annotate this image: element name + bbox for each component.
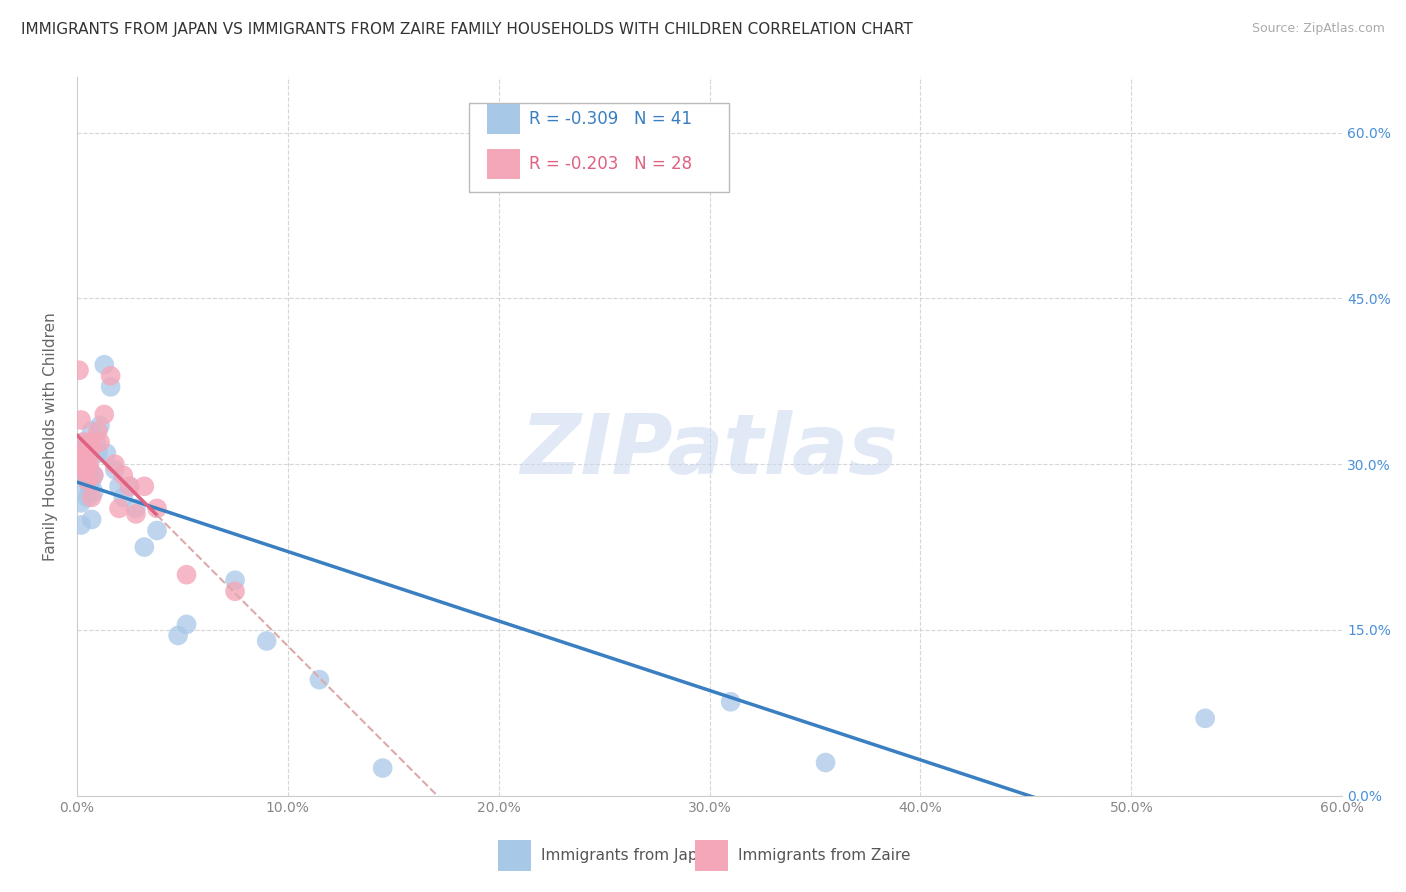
Point <box>814 756 837 770</box>
Point <box>67 363 90 377</box>
Point <box>72 435 94 450</box>
Text: Source: ZipAtlas.com: Source: ZipAtlas.com <box>1251 22 1385 36</box>
Text: Immigrants from Japan: Immigrants from Japan <box>541 848 717 863</box>
Point <box>224 584 246 599</box>
Point <box>125 501 148 516</box>
Point <box>112 468 135 483</box>
Point <box>87 446 110 460</box>
Point <box>167 628 190 642</box>
Point <box>308 673 330 687</box>
FancyBboxPatch shape <box>486 104 520 134</box>
Point <box>70 518 93 533</box>
Point <box>108 479 131 493</box>
Point <box>104 463 127 477</box>
Point <box>93 358 115 372</box>
Point <box>720 695 742 709</box>
Point <box>84 435 107 450</box>
Text: Immigrants from Zaire: Immigrants from Zaire <box>738 848 911 863</box>
Y-axis label: Family Households with Children: Family Households with Children <box>44 312 58 561</box>
Point <box>104 457 127 471</box>
Point <box>100 368 122 383</box>
Point <box>125 507 148 521</box>
Point <box>146 524 169 538</box>
Point <box>118 479 141 493</box>
Point <box>72 441 94 455</box>
Point <box>67 457 90 471</box>
Point <box>75 457 97 471</box>
Point <box>80 441 103 455</box>
Point <box>70 446 93 460</box>
Point <box>96 446 118 460</box>
Point <box>76 463 98 477</box>
Point <box>72 463 94 477</box>
Point <box>80 424 103 438</box>
Point <box>80 491 103 505</box>
Point <box>83 468 105 483</box>
Point <box>176 567 198 582</box>
Point <box>75 446 97 460</box>
Point <box>70 413 93 427</box>
Point <box>146 501 169 516</box>
Text: ZIPatlas: ZIPatlas <box>520 410 898 491</box>
Point <box>75 446 97 460</box>
Point <box>112 491 135 505</box>
Point <box>224 573 246 587</box>
FancyBboxPatch shape <box>470 103 728 193</box>
Point <box>83 468 105 483</box>
Point <box>118 479 141 493</box>
Point <box>80 512 103 526</box>
Point <box>70 496 93 510</box>
Point <box>371 761 394 775</box>
Point <box>134 540 156 554</box>
Point <box>93 408 115 422</box>
Point <box>1194 711 1216 725</box>
Point <box>87 424 110 438</box>
Point <box>80 474 103 488</box>
Point <box>89 418 111 433</box>
Point <box>75 463 97 477</box>
Point <box>83 484 105 499</box>
Text: R = -0.309   N = 41: R = -0.309 N = 41 <box>529 110 692 128</box>
Point <box>79 435 101 450</box>
Point <box>256 634 278 648</box>
Point <box>100 380 122 394</box>
Point <box>79 457 101 471</box>
Point <box>75 468 97 483</box>
Point <box>75 479 97 493</box>
Point <box>76 451 98 466</box>
Point <box>75 457 97 471</box>
Text: R = -0.203   N = 28: R = -0.203 N = 28 <box>529 154 692 173</box>
Point <box>76 474 98 488</box>
Point <box>89 435 111 450</box>
Point <box>76 451 98 466</box>
Point <box>108 501 131 516</box>
Text: IMMIGRANTS FROM JAPAN VS IMMIGRANTS FROM ZAIRE FAMILY HOUSEHOLDS WITH CHILDREN C: IMMIGRANTS FROM JAPAN VS IMMIGRANTS FROM… <box>21 22 912 37</box>
Point <box>79 463 101 477</box>
Point <box>76 491 98 505</box>
Point <box>176 617 198 632</box>
Point <box>72 435 94 450</box>
FancyBboxPatch shape <box>486 149 520 178</box>
Point <box>134 479 156 493</box>
Point <box>79 479 101 493</box>
